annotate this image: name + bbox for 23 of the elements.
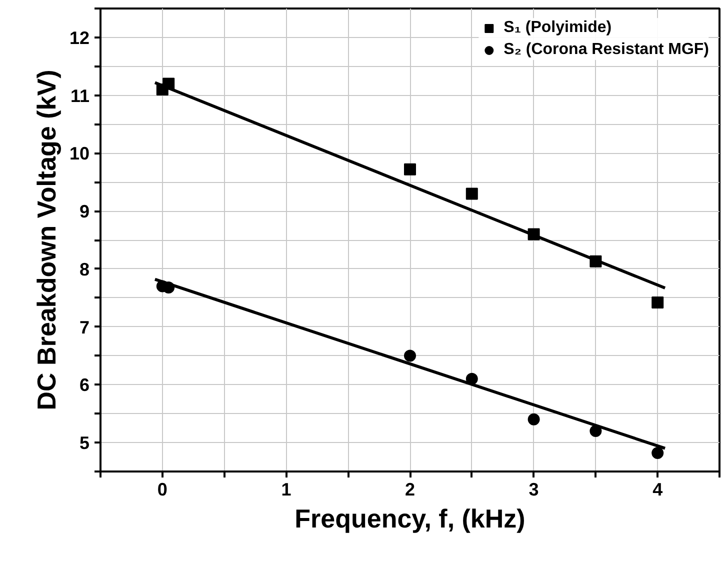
y-tick-label: 9: [79, 202, 90, 222]
x-tick-label: 4: [652, 480, 663, 500]
point: [528, 413, 540, 426]
x-tick-label: 3: [528, 480, 539, 500]
point: [652, 446, 664, 459]
y-tick-label: 12: [69, 28, 90, 48]
point: [404, 163, 416, 176]
y-tick-label: 5: [79, 433, 90, 454]
y-tick-label: 6: [79, 375, 90, 396]
x-tick-label: 0: [157, 480, 168, 500]
x-tick-label: 2: [404, 480, 416, 500]
y-tick-label: 8: [79, 259, 90, 280]
legend-label: S₂ (Corona Resistant MGF): [504, 41, 709, 59]
y-tick-label: 10: [69, 144, 90, 164]
legend-label: S₁ (Polyimide): [504, 19, 612, 37]
y-tick-label: 7: [79, 317, 90, 338]
x-axis-title: Frequency, f, (kHz): [294, 504, 526, 534]
point: [652, 296, 664, 309]
x-tick-label: 1: [281, 480, 292, 500]
point: [404, 350, 416, 362]
y-tick-label: 11: [70, 86, 90, 106]
point: [466, 188, 478, 200]
y-axis-title: DC Breakdown Voltage (kV): [31, 70, 62, 410]
